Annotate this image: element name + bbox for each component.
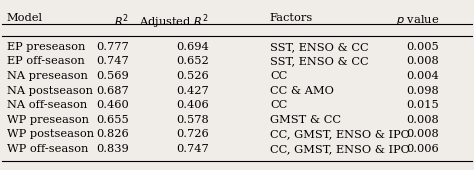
Text: 0.655: 0.655 [96, 115, 129, 125]
Text: 0.526: 0.526 [176, 71, 209, 81]
Text: 0.826: 0.826 [96, 129, 129, 139]
Text: EP preseason: EP preseason [7, 42, 85, 52]
Text: 0.726: 0.726 [176, 129, 209, 139]
Text: 0.008: 0.008 [406, 129, 439, 139]
Text: WP off-season: WP off-season [7, 144, 88, 154]
Text: Factors: Factors [270, 13, 313, 23]
Text: CC & AMO: CC & AMO [270, 86, 334, 96]
Text: 0.015: 0.015 [406, 100, 439, 110]
Text: 0.687: 0.687 [96, 86, 129, 96]
Text: 0.004: 0.004 [406, 71, 439, 81]
Text: Adjusted $R^{2}$: Adjusted $R^{2}$ [139, 13, 209, 31]
Text: NA postseason: NA postseason [7, 86, 93, 96]
Text: 0.008: 0.008 [406, 115, 439, 125]
Text: CC, GMST, ENSO & IPO: CC, GMST, ENSO & IPO [270, 129, 410, 139]
Text: 0.006: 0.006 [406, 144, 439, 154]
Text: 0.406: 0.406 [176, 100, 209, 110]
Text: GMST & CC: GMST & CC [270, 115, 341, 125]
Text: $R^{2}$: $R^{2}$ [114, 13, 129, 29]
Text: 0.777: 0.777 [96, 42, 129, 52]
Text: CC: CC [270, 100, 287, 110]
Text: EP off-season: EP off-season [7, 56, 84, 66]
Text: 0.694: 0.694 [176, 42, 209, 52]
Text: 0.747: 0.747 [176, 144, 209, 154]
Text: 0.005: 0.005 [406, 42, 439, 52]
Text: 0.652: 0.652 [176, 56, 209, 66]
Text: SST, ENSO & CC: SST, ENSO & CC [270, 56, 368, 66]
Text: 0.460: 0.460 [96, 100, 129, 110]
Text: 0.098: 0.098 [406, 86, 439, 96]
Text: 0.839: 0.839 [96, 144, 129, 154]
Text: SST, ENSO & CC: SST, ENSO & CC [270, 42, 368, 52]
Text: 0.427: 0.427 [176, 86, 209, 96]
Text: 0.747: 0.747 [96, 56, 129, 66]
Text: CC: CC [270, 71, 287, 81]
Text: Model: Model [7, 13, 43, 23]
Text: NA preseason: NA preseason [7, 71, 88, 81]
Text: WP postseason: WP postseason [7, 129, 94, 139]
Text: 0.569: 0.569 [96, 71, 129, 81]
Text: CC, GMST, ENSO & IPO: CC, GMST, ENSO & IPO [270, 144, 410, 154]
Text: 0.008: 0.008 [406, 56, 439, 66]
Text: NA off-season: NA off-season [7, 100, 87, 110]
Text: 0.578: 0.578 [176, 115, 209, 125]
Text: WP preseason: WP preseason [7, 115, 89, 125]
Text: $p$ value: $p$ value [396, 13, 439, 27]
